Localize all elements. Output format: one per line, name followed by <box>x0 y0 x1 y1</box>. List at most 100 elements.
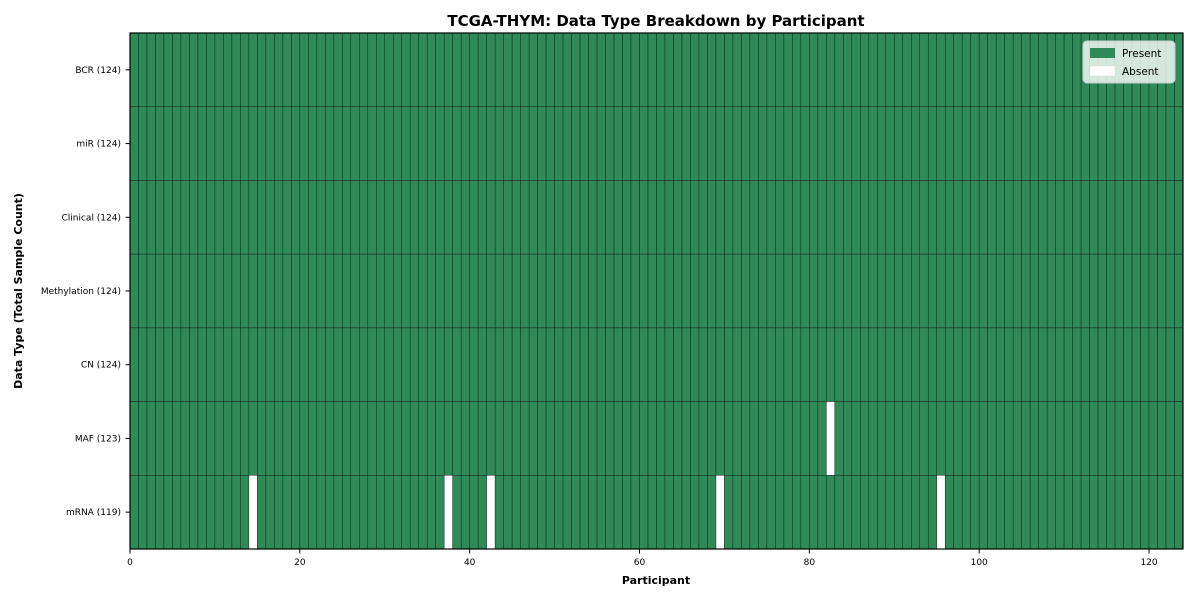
heatmap-cell <box>409 475 419 550</box>
heatmap-cell <box>766 475 776 550</box>
heatmap-cell <box>257 32 267 107</box>
heatmap-cell <box>724 32 734 107</box>
heatmap-cell <box>1029 253 1039 329</box>
heatmap-cell <box>571 253 581 329</box>
heatmap-cell <box>953 253 963 329</box>
heatmap-cell <box>792 327 802 402</box>
heatmap-cell <box>698 327 708 402</box>
heatmap-cell <box>673 475 683 550</box>
heatmap-cell <box>860 475 870 550</box>
heatmap-cell <box>698 180 708 255</box>
heatmap-cell <box>783 327 793 402</box>
heatmap-cell <box>384 32 394 107</box>
x-tick-label: 120 <box>1140 558 1157 568</box>
heatmap-cell <box>163 180 173 255</box>
heatmap-cell <box>834 475 844 550</box>
heatmap-cell <box>1029 106 1039 181</box>
heatmap-cell <box>792 106 802 181</box>
heatmap-cell <box>1004 32 1014 107</box>
heatmap-cell <box>1106 253 1116 329</box>
heatmap-cell <box>486 106 496 181</box>
heatmap-cell <box>537 32 547 107</box>
heatmap-cell <box>792 253 802 329</box>
heatmap-cell <box>129 253 139 329</box>
x-tick-label: 80 <box>804 558 816 568</box>
heatmap-cell <box>919 253 929 329</box>
heatmap-cell <box>316 401 326 476</box>
heatmap-cell <box>426 475 436 550</box>
heatmap-cell <box>911 106 921 181</box>
heatmap-cell <box>656 106 666 181</box>
heatmap-cell <box>579 401 589 476</box>
heatmap-cell <box>681 327 691 402</box>
heatmap-cell <box>1097 475 1107 550</box>
heatmap-cell <box>1021 327 1031 402</box>
heatmap-cell <box>571 106 581 181</box>
heatmap-cell <box>690 327 700 402</box>
heatmap-cell <box>155 401 165 476</box>
heatmap-cell <box>596 180 606 255</box>
heatmap-cell <box>426 32 436 107</box>
heatmap-cell <box>809 32 819 107</box>
heatmap-cell <box>452 106 462 181</box>
heatmap-cell <box>978 180 988 255</box>
heatmap-cell <box>172 32 182 107</box>
heatmap-cell <box>503 106 513 181</box>
heatmap-cell <box>1140 253 1150 329</box>
heatmap-cell <box>129 475 139 550</box>
heatmap-cell <box>1029 32 1039 107</box>
heatmap-cell <box>630 253 640 329</box>
heatmap-cell <box>435 475 445 550</box>
heatmap-cell <box>477 180 487 255</box>
heatmap-cell <box>690 32 700 107</box>
heatmap-cell <box>630 401 640 476</box>
heatmap-cell <box>214 253 224 329</box>
heatmap-cell <box>520 180 530 255</box>
heatmap-cell <box>596 475 606 550</box>
heatmap-cell <box>800 106 810 181</box>
heatmap-cell <box>537 327 547 402</box>
heatmap-cell <box>282 32 292 107</box>
heatmap-cell <box>783 32 793 107</box>
y-tick-label: Methylation (124) <box>41 287 121 297</box>
heatmap-cell <box>1157 401 1167 476</box>
heatmap-cell <box>231 32 241 107</box>
heatmap-cell <box>843 475 853 550</box>
heatmap-cell <box>1140 180 1150 255</box>
heatmap-cell <box>834 253 844 329</box>
heatmap-cell <box>758 32 768 107</box>
heatmap-cell <box>936 106 946 181</box>
heatmap-cell <box>978 253 988 329</box>
heatmap-cell <box>936 32 946 107</box>
heatmap-cell <box>1046 106 1056 181</box>
heatmap-cell <box>894 475 904 550</box>
heatmap-cell <box>605 180 615 255</box>
heatmap-cell <box>1123 253 1133 329</box>
heatmap-cell <box>885 32 895 107</box>
heatmap-cell <box>927 401 937 476</box>
heatmap-cell <box>868 180 878 255</box>
heatmap-cell <box>1063 32 1073 107</box>
heatmap-cell <box>163 253 173 329</box>
heatmap-cell <box>1080 401 1090 476</box>
heatmap-cell <box>860 327 870 402</box>
heatmap-cell <box>995 401 1005 476</box>
heatmap-cell <box>274 327 284 402</box>
heatmap-cell <box>146 106 156 181</box>
heatmap-cell <box>486 475 496 550</box>
heatmap-cell <box>758 180 768 255</box>
heatmap-cell <box>528 475 538 550</box>
heatmap-cell <box>1089 180 1099 255</box>
heatmap-cell <box>223 253 233 329</box>
heatmap-cell <box>877 253 887 329</box>
heatmap-cell <box>333 475 343 550</box>
heatmap-cell <box>1114 180 1124 255</box>
heatmap-cell <box>460 475 470 550</box>
heatmap-cell <box>520 253 530 329</box>
heatmap-cell <box>1038 327 1048 402</box>
heatmap-cell <box>1140 475 1150 550</box>
heatmap-cell <box>944 32 954 107</box>
heatmap-cell <box>792 180 802 255</box>
heatmap-cell <box>613 253 623 329</box>
heatmap-cell <box>511 32 521 107</box>
